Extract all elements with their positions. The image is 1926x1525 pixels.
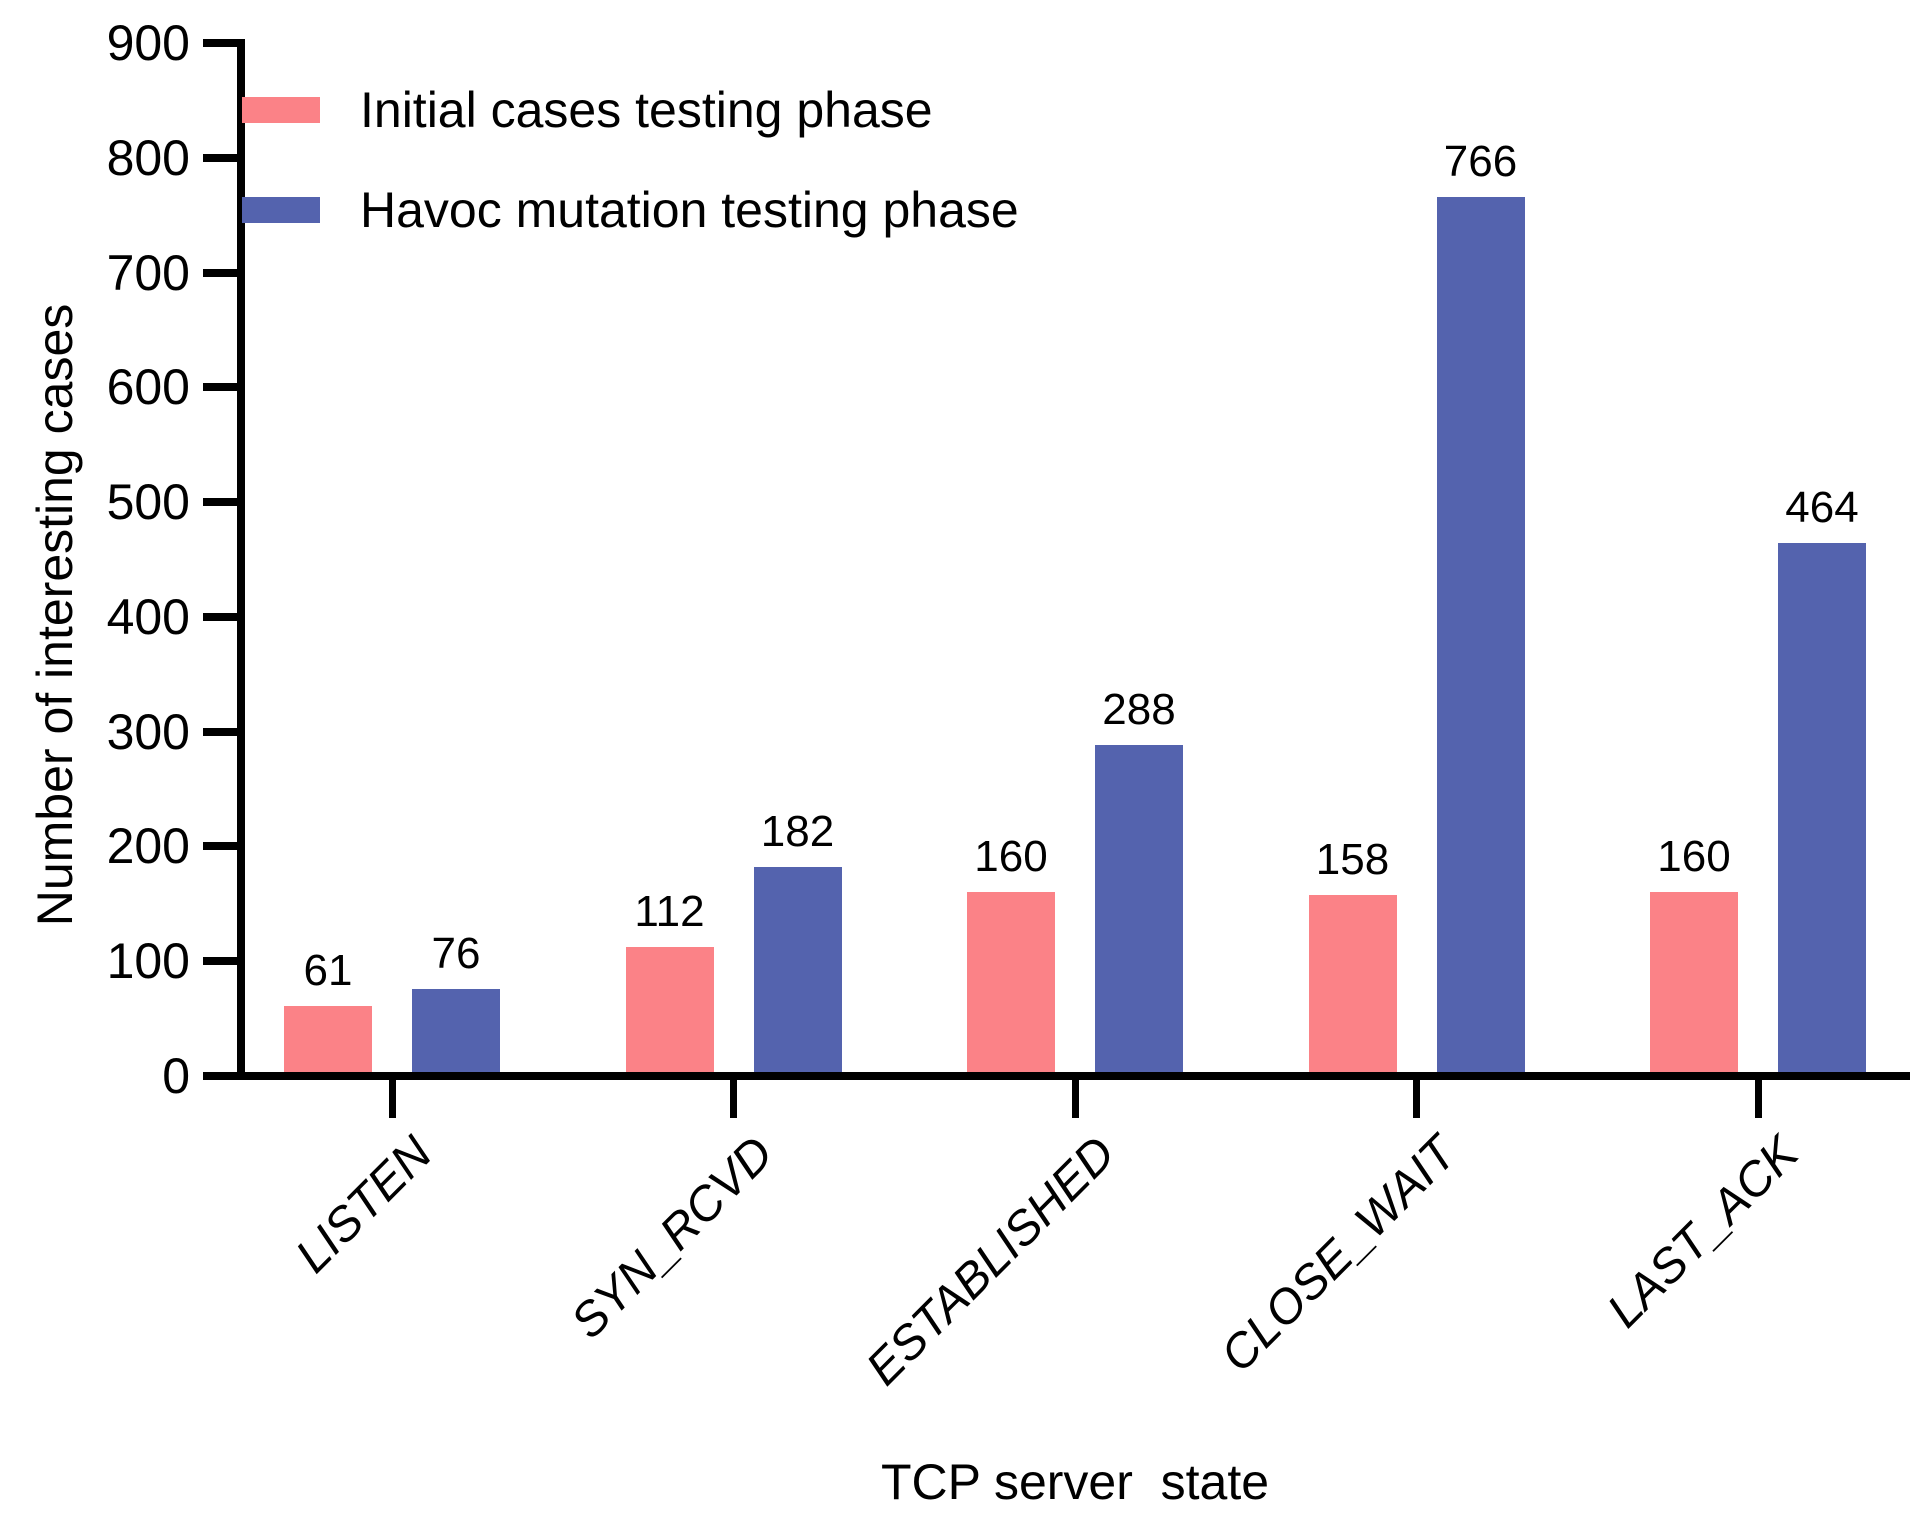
bar-value-label: 766 [1443, 136, 1518, 186]
legend-swatch-havoc-mutation [242, 197, 320, 223]
y-axis-tick-label: 400 [106, 588, 190, 645]
bar-value-label: 288 [1102, 685, 1176, 735]
y-axis-tick [203, 39, 237, 47]
x-axis-category-label: LAST_ACK [1597, 1126, 1809, 1338]
y-axis-tick [203, 842, 237, 851]
legend-item-havoc-mutation: Havoc mutation testing phase [242, 182, 1019, 238]
y-axis-line [237, 39, 245, 1080]
bar-close-wait-havoc [1436, 196, 1525, 1076]
y-axis-tick-label: 900 [106, 15, 190, 71]
bar-value-label: 182 [760, 807, 835, 857]
x-axis-title: TCP server state [880, 1454, 1270, 1510]
bar-listen-havoc [412, 988, 500, 1076]
legend: Initial cases testing phase Havoc mutati… [242, 82, 1019, 285]
y-axis-tick [203, 383, 237, 392]
legend-label-havoc-mutation: Havoc mutation testing phase [360, 182, 1019, 238]
bar-value-label: 160 [974, 832, 1048, 882]
y-axis-tick [203, 727, 237, 736]
bar-last-ack-initial [1650, 892, 1738, 1076]
bar-value-label: 61 [303, 945, 353, 995]
x-axis-category-label: CLOSE_WAIT [1211, 1126, 1467, 1383]
bar-syn-rcvd-havoc [753, 867, 842, 1076]
y-axis-tick [203, 268, 237, 277]
y-axis-tick-label: 700 [106, 244, 190, 301]
y-axis-tick [203, 153, 237, 162]
legend-item-initial-cases: Initial cases testing phase [242, 82, 1019, 138]
legend-label-initial-cases: Initial cases testing phase [360, 82, 933, 138]
bar-established-havoc [1095, 745, 1183, 1076]
bar-value-label: 158 [1315, 834, 1390, 884]
x-axis-line [203, 1072, 1910, 1080]
x-axis-tick [388, 1080, 396, 1118]
bar-syn-rcvd-initial [625, 947, 714, 1076]
x-axis-category-label: ESTABLISHED [856, 1126, 1126, 1396]
bar-close-wait-initial [1308, 894, 1397, 1076]
y-axis-tick-label: 500 [106, 474, 190, 531]
y-axis-tick [203, 498, 237, 507]
y-axis-tick-label: 600 [106, 359, 190, 416]
bar-value-label: 112 [634, 887, 705, 937]
y-axis-tick [203, 612, 237, 621]
y-axis-tick [203, 957, 237, 966]
bar-value-label: 76 [431, 928, 481, 978]
bar-value-label: 160 [1657, 832, 1731, 882]
bar-established-initial [967, 892, 1055, 1076]
x-axis-tick [1754, 1080, 1762, 1118]
y-axis-tick-label: 300 [106, 703, 190, 760]
x-axis-tick [730, 1080, 737, 1118]
x-axis-category-label: SYN_RCVD [561, 1126, 784, 1350]
x-axis-category-label: LISTEN [285, 1126, 443, 1284]
x-axis-tick [1071, 1080, 1079, 1118]
legend-swatch-initial-cases [242, 97, 320, 123]
bar-last-ack-havoc [1778, 543, 1866, 1076]
y-axis-tick-label: 800 [106, 129, 190, 186]
bar-listen-initial [284, 1005, 372, 1076]
y-axis-tick-label: 100 [106, 933, 190, 990]
y-axis-tick-label: 200 [106, 818, 190, 875]
y-axis-tick-label: 0 [162, 1048, 190, 1104]
x-axis-tick [1413, 1080, 1420, 1118]
bar-value-label: 464 [1785, 483, 1859, 533]
